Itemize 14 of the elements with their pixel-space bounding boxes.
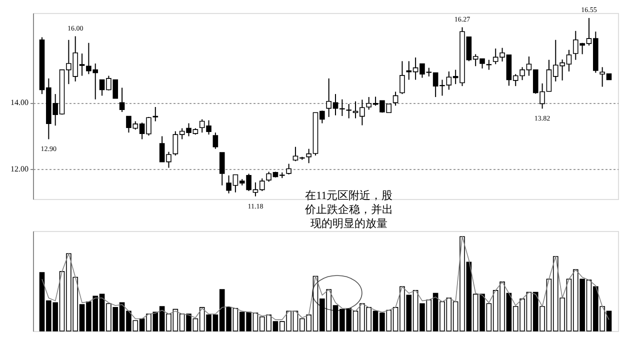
annotation: 在11元区附近，股: [305, 189, 393, 202]
candlestick: [286, 163, 292, 175]
candlestick: [400, 60, 405, 95]
text: 现的明显的放量: [310, 218, 388, 230]
candlestick: [392, 91, 398, 106]
candlestick: [119, 87, 125, 112]
candlestick: [486, 59, 492, 70]
text: 价止跌企稳，并出: [304, 203, 393, 216]
candlestick: [219, 152, 225, 186]
candlestick: [340, 98, 345, 116]
y-tick-label: 12.00: [10, 164, 28, 174]
candlestick: [212, 132, 218, 150]
y-tick-label: 14.00: [10, 98, 28, 108]
candlestick: [346, 104, 352, 119]
